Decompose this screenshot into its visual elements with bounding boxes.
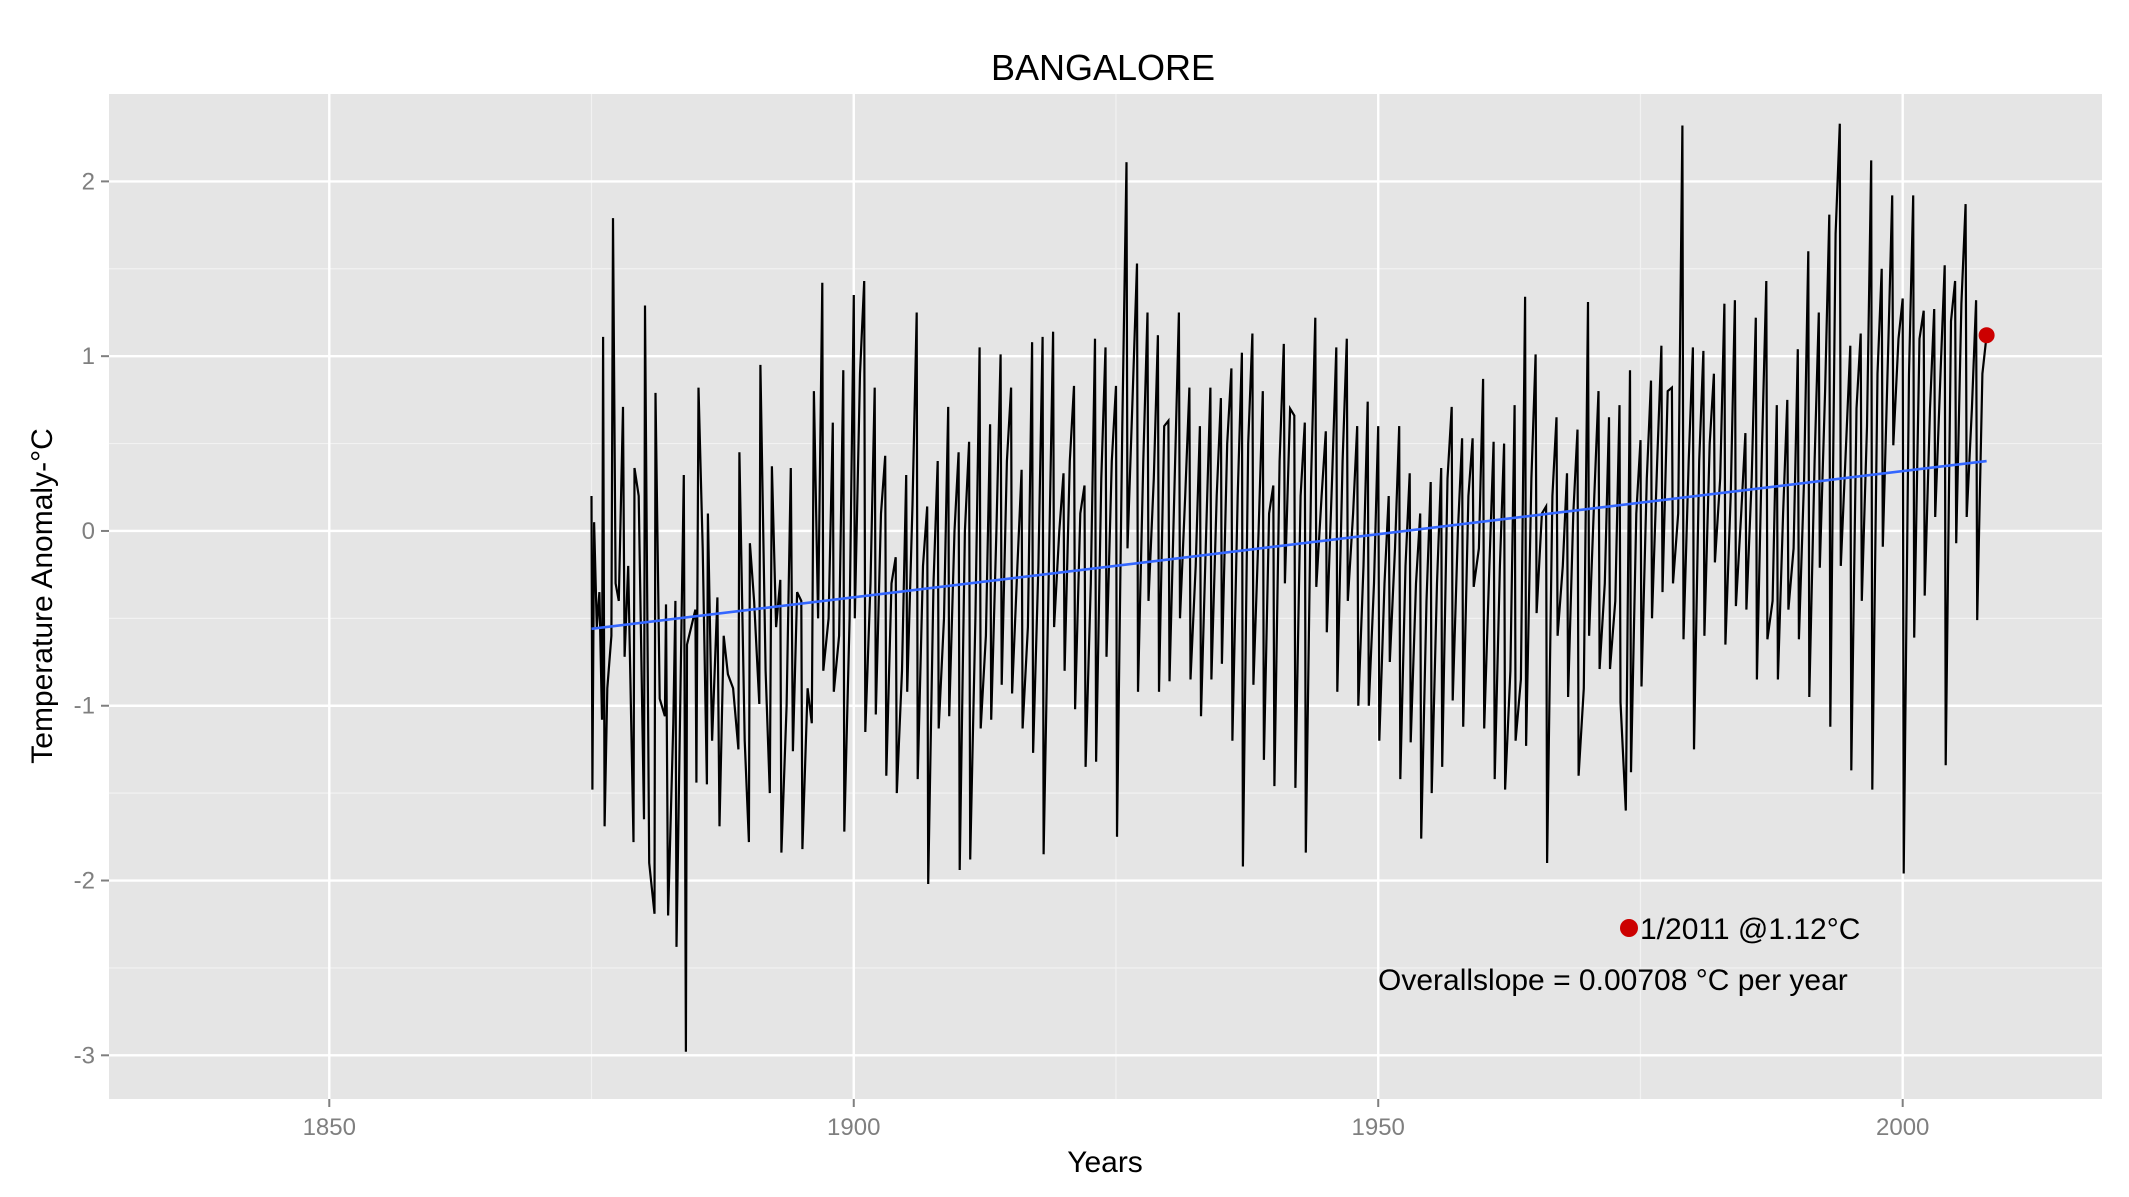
trend-layer — [591, 327, 1995, 631]
x-tick-label: 1900 — [827, 1114, 880, 1141]
chart-title: BANGALORE — [991, 47, 1215, 88]
series-layer — [590, 123, 1988, 1052]
y-tick-label: -2 — [74, 868, 95, 895]
latest-value-point — [1978, 327, 1995, 344]
y-tick-label: 0 — [82, 518, 95, 545]
y-tick-label: -1 — [74, 693, 95, 720]
x-axis-ticks: 1850 1900 1950 2000 — [303, 1099, 1929, 1141]
y-axis-title: Temperature Anomaly-°C — [26, 428, 59, 763]
overall-slope-label: Overallslope = 0.00708 °C per year — [1378, 964, 1848, 997]
x-tick-label: 1950 — [1352, 1114, 1405, 1141]
y-tick-label: 1 — [82, 343, 95, 370]
x-axis-title: Years — [1067, 1146, 1143, 1179]
trend-line — [591, 459, 1987, 631]
x-tick-label: 2000 — [1876, 1114, 1929, 1141]
temperature-anomaly-line — [590, 123, 1988, 1052]
latest-value-legend-dot — [1620, 919, 1638, 937]
y-tick-label: -3 — [74, 1042, 95, 1069]
y-axis-ticks: -3 -2 -1 0 1 2 — [74, 168, 109, 1069]
latest-value-label: 1/2011 @1.12°C — [1640, 913, 1860, 946]
x-tick-label: 1850 — [303, 1114, 356, 1141]
y-tick-label: 2 — [82, 168, 95, 195]
